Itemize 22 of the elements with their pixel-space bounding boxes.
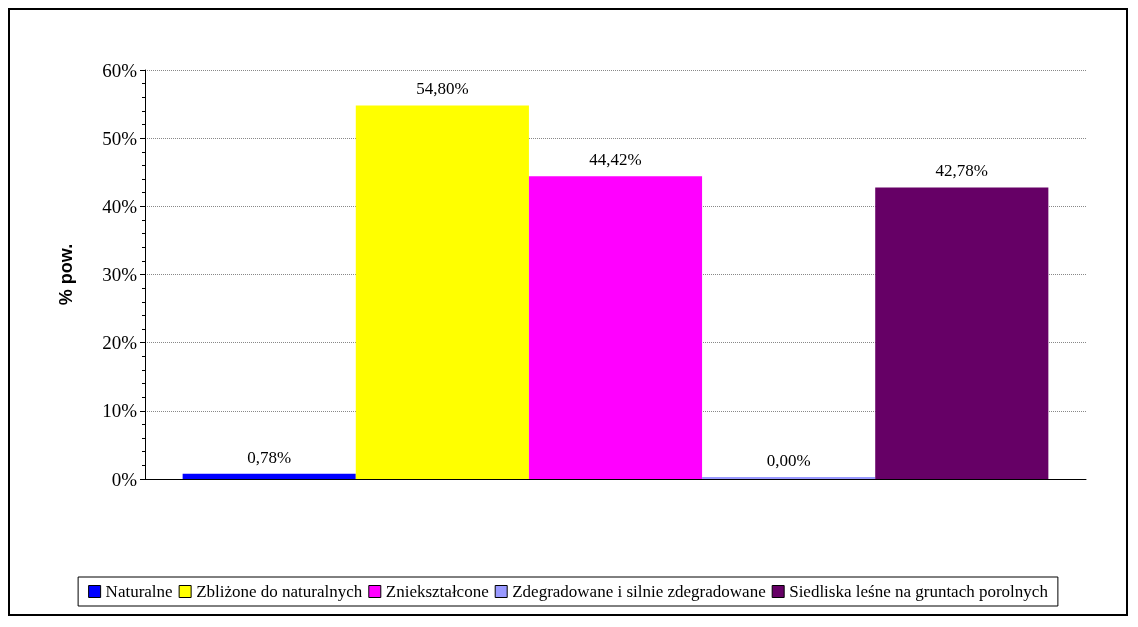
legend-label: Naturalne — [105, 582, 173, 601]
legend-label: Zniekształcone — [385, 582, 489, 601]
legend-label: Zdegradowane i silnie zdegradowane — [512, 582, 766, 601]
legend-label: Zbliżone do naturalnych — [196, 582, 363, 601]
bar — [182, 473, 356, 479]
bar — [528, 176, 703, 479]
bar — [355, 105, 529, 479]
y-tick-label: 50% — [102, 127, 138, 149]
legend-label: Siedliska leśne na gruntach porolnych — [789, 582, 1049, 601]
data-label: 54,80% — [416, 79, 469, 99]
bar — [875, 187, 1049, 479]
data-label: 42,78% — [935, 161, 988, 181]
data-label: 44,42% — [589, 150, 642, 170]
y-axis-title: % pow. — [56, 243, 76, 306]
y-tick-label: 40% — [102, 195, 138, 217]
data-label: 0,78% — [247, 447, 292, 467]
y-tick-label: 30% — [102, 264, 138, 285]
y-tick-label: 60% — [102, 59, 138, 81]
y-tick-label: 20% — [102, 332, 138, 354]
y-tick-label: 0% — [111, 468, 138, 490]
y-tick-label: 10% — [102, 400, 138, 422]
data-label: 0,00% — [766, 451, 811, 470]
